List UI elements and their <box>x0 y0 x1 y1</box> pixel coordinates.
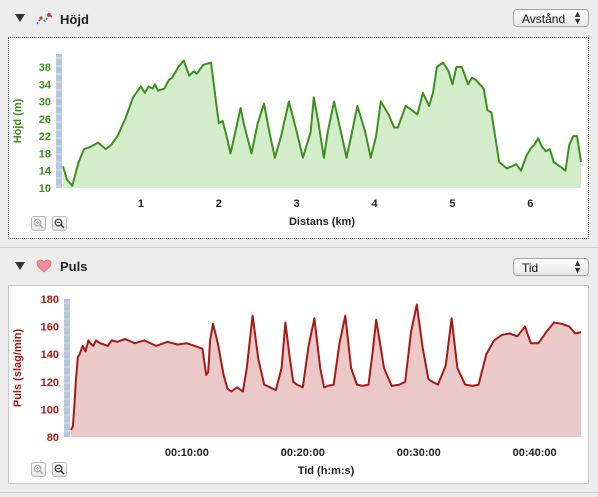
y-axis-label: Höjd (m) <box>12 98 24 143</box>
x-axis-label: Tid (h:m:s) <box>298 465 355 477</box>
x-tick-label: 4 <box>372 198 379 210</box>
y-tick-label: 38 <box>39 62 51 74</box>
x-tick-label: 5 <box>449 198 455 210</box>
height-axis-selector[interactable]: Avstånd ▲ ▼ <box>513 9 589 27</box>
series-area <box>63 60 581 188</box>
height-disclosure-triangle[interactable] <box>15 14 25 22</box>
pulse-chart-panel: 80 100 120 140 160 180 00:10:00 00:20:00 00:30:0… <box>8 285 589 484</box>
zoom-in-button[interactable] <box>31 462 46 477</box>
y-tick-label: 22 <box>39 131 51 143</box>
y-tick-label: 160 <box>41 322 59 334</box>
y-tick-label: 30 <box>39 97 51 109</box>
height-section-title: Höjd <box>60 12 89 27</box>
pulse-axis-selector-label: Tid <box>522 261 539 275</box>
y-tick-label: 120 <box>41 377 59 389</box>
zoom-in-icon <box>33 464 44 475</box>
zoom-out-button[interactable] <box>52 462 67 477</box>
popup-arrows-icon: ▲ ▼ <box>573 258 582 275</box>
scroll-strip <box>56 54 62 188</box>
pulse-axis-selector[interactable]: Tid ▲ ▼ <box>513 258 589 276</box>
pulse-chart: 80 100 120 140 160 180 00:10:00 00:20:00 00:30:0… <box>12 294 582 477</box>
y-axis-label: Puls (slag/min) <box>12 329 24 408</box>
scroll-strip <box>64 299 70 437</box>
y-tick-label: 18 <box>39 148 51 160</box>
y-tick-label: 180 <box>41 294 59 306</box>
y-tick-label: 14 <box>39 166 52 178</box>
x-tick-label: 00:40:00 <box>513 447 557 459</box>
heart-icon <box>36 259 52 273</box>
y-tick-label: 26 <box>39 114 51 126</box>
y-tick-label: 10 <box>39 183 51 195</box>
series-line <box>62 59 582 187</box>
pulse-section-header: Puls Tid ▲ ▼ <box>0 253 598 283</box>
zoom-in-button[interactable] <box>31 216 46 231</box>
x-tick-label: 6 <box>527 198 533 210</box>
elevation-icon <box>36 13 54 25</box>
x-tick-label: 00:10:00 <box>165 447 209 459</box>
height-section-header: Höjd Avstånd ▲ ▼ <box>0 5 598 35</box>
pulse-disclosure-triangle[interactable] <box>15 262 25 270</box>
x-tick-label: 1 <box>138 198 144 210</box>
height-chart-panel: 10 14 18 22 26 30 34 38 1 2 3 4 5 6 Distans (km) Höjd (… <box>8 37 589 239</box>
zoom-out-icon <box>54 464 65 475</box>
x-tick-label: 00:20:00 <box>281 447 325 459</box>
x-tick-label: 3 <box>294 198 300 210</box>
x-tick-label: 00:30:00 <box>397 447 441 459</box>
popup-arrows-icon: ▲ ▼ <box>573 9 582 26</box>
x-tick-label: 2 <box>216 198 222 210</box>
section-divider <box>0 247 598 248</box>
series-line <box>70 303 582 431</box>
series-area <box>71 304 581 437</box>
bottom-divider <box>0 492 598 493</box>
height-axis-selector-label: Avstånd <box>522 12 566 26</box>
zoom-out-button[interactable] <box>52 216 67 231</box>
zoom-in-icon <box>33 218 44 229</box>
x-axis-label: Distans (km) <box>289 216 355 228</box>
y-tick-label: 34 <box>39 79 52 91</box>
y-tick-label: 80 <box>47 432 59 444</box>
pulse-section-title: Puls <box>60 259 88 274</box>
y-tick-label: 100 <box>41 404 59 416</box>
zoom-out-icon <box>54 218 65 229</box>
y-tick-label: 140 <box>41 349 59 361</box>
